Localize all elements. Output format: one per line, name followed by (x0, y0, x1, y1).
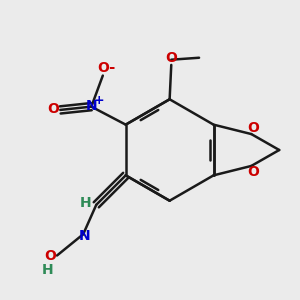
Text: O: O (44, 248, 56, 262)
Text: O: O (247, 165, 259, 179)
Text: O: O (165, 51, 177, 65)
Text: O: O (97, 61, 109, 75)
Text: H: H (41, 263, 53, 277)
Text: H: H (80, 196, 92, 210)
Text: O: O (247, 121, 259, 135)
Text: N: N (79, 229, 91, 243)
Text: O: O (47, 102, 59, 116)
Text: N: N (85, 99, 97, 113)
Text: +: + (93, 94, 104, 107)
Text: -: - (108, 60, 114, 75)
